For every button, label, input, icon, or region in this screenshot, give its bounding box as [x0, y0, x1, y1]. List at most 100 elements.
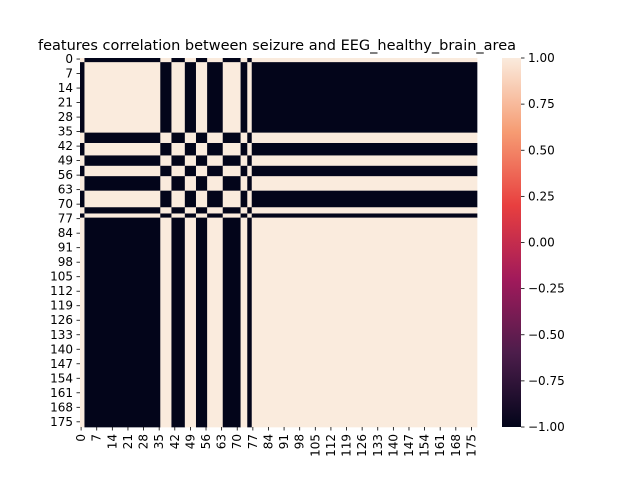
- colorbar-axis: 1.00 0.75 0.50 0.25 0.00 −0.25 −0.50 −0.75 −1.00: [521, 51, 565, 434]
- heatmap-cell: [84, 191, 160, 208]
- y-tick-label: 105: [50, 270, 73, 284]
- x-tick-label: 49: [183, 434, 197, 449]
- heatmap-cell: [171, 155, 185, 166]
- heatmap-cell: [223, 143, 241, 156]
- heatmap-cell: [207, 213, 223, 217]
- heatmap-cell: [185, 176, 197, 191]
- y-tick-label: 0: [65, 52, 73, 66]
- heatmap-cell: [252, 155, 478, 166]
- heatmap-cell: [196, 155, 208, 166]
- y-tick-label: 77: [58, 212, 73, 226]
- x-tick-label: 168: [449, 434, 463, 457]
- y-tick-label: 49: [58, 154, 73, 168]
- y-tick-label: 28: [58, 110, 73, 124]
- x-tick-label: 70: [230, 434, 244, 449]
- x-tick-label: 63: [215, 434, 229, 449]
- heatmap-cell: [223, 166, 241, 177]
- heatmap-cell: [160, 191, 172, 208]
- heatmap-cell: [252, 133, 478, 144]
- y-tick-label: 84: [58, 226, 73, 240]
- heatmap-cell: [241, 213, 248, 217]
- heatmap-cell: [80, 133, 85, 144]
- heatmap-cell: [223, 191, 241, 208]
- x-tick-label: 77: [246, 434, 260, 449]
- heatmap-cell: [223, 133, 241, 144]
- heatmap-cell: [247, 213, 252, 217]
- colorbar-tick-label: 1.00: [528, 51, 555, 65]
- heatmap-cell: [160, 213, 172, 217]
- colorbar-tick-label: 0.75: [528, 97, 555, 111]
- x-tick-label: 91: [277, 434, 291, 449]
- heatmap-cell: [207, 191, 223, 208]
- heatmap-cell: [185, 62, 197, 133]
- heatmap-cell: [84, 207, 160, 214]
- x-tick-label: 14: [105, 434, 119, 449]
- heatmap-cell: [241, 218, 248, 428]
- heatmap-cell: [171, 166, 185, 177]
- heatmap-cell: [247, 133, 252, 144]
- heatmap-cell: [252, 58, 478, 62]
- x-tick-label: 98: [293, 434, 307, 449]
- x-tick-label: 140: [386, 434, 400, 457]
- x-tick-label: 112: [324, 434, 338, 457]
- heatmap-cell: [84, 218, 160, 428]
- heatmap-cell: [185, 191, 197, 208]
- heatmap-cell: [80, 176, 85, 191]
- heatmap-cell: [185, 143, 197, 156]
- x-tick-label: 42: [168, 434, 182, 449]
- heatmap-cell: [247, 191, 252, 208]
- heatmap-cell: [247, 176, 252, 191]
- heatmap-cell: [171, 176, 185, 191]
- heatmap-cell: [207, 176, 223, 191]
- heatmap-cell: [252, 62, 478, 133]
- y-tick-label: 154: [50, 371, 73, 385]
- heatmap-cell: [185, 166, 197, 177]
- y-tick-label: 140: [50, 342, 73, 356]
- x-tick-label: 154: [418, 434, 432, 457]
- heatmap-cell: [171, 143, 185, 156]
- x-tick-label: 119: [340, 434, 354, 457]
- heatmap-cell: [241, 207, 248, 214]
- x-tick-label: 175: [464, 434, 478, 457]
- colorbar-tick-label: −0.50: [528, 328, 565, 342]
- heatmap-cell: [207, 58, 223, 62]
- heatmap-cell: [247, 207, 252, 214]
- heatmap-cell: [241, 58, 248, 62]
- x-tick-label: 133: [371, 434, 385, 457]
- heatmap-cell: [207, 62, 223, 133]
- heatmap-cell: [196, 143, 208, 156]
- heatmap-cell: [241, 62, 248, 133]
- heatmap-cell: [84, 133, 160, 144]
- heatmap-cell: [247, 62, 252, 133]
- heatmap-cell: [207, 143, 223, 156]
- heatmap-cell: [84, 155, 160, 166]
- heatmap-cell: [160, 176, 172, 191]
- heatmap-cell: [223, 218, 241, 428]
- colorbar: [502, 58, 521, 427]
- heatmap-cell: [196, 191, 208, 208]
- y-tick-label: 63: [58, 183, 73, 197]
- heatmap-cell: [223, 213, 241, 217]
- heatmap-cell: [241, 133, 248, 144]
- colorbar-tick-label: 0.25: [528, 189, 555, 203]
- heatmap-cell: [196, 62, 208, 133]
- x-tick-label: 35: [152, 434, 166, 449]
- heatmap-cell: [252, 166, 478, 177]
- heatmap-cell: [207, 155, 223, 166]
- y-axis: 0714212835424956637077849198105112119126…: [50, 52, 80, 429]
- heatmap-cell: [80, 143, 85, 156]
- heatmap-cell: [196, 133, 208, 144]
- x-tick-label: 7: [90, 434, 104, 442]
- x-tick-label: 21: [121, 434, 135, 449]
- heatmap-cell: [252, 143, 478, 156]
- heatmap-cell: [84, 58, 160, 62]
- colorbar-tick-label: 0.00: [528, 236, 555, 250]
- heatmap-cell: [196, 218, 208, 428]
- heatmap-cell: [171, 62, 185, 133]
- heatmap-cell: [247, 155, 252, 166]
- heatmap-cell: [185, 207, 197, 214]
- heatmap-cell: [84, 213, 160, 217]
- y-tick-label: 98: [58, 255, 73, 269]
- heatmap-cell: [185, 218, 197, 428]
